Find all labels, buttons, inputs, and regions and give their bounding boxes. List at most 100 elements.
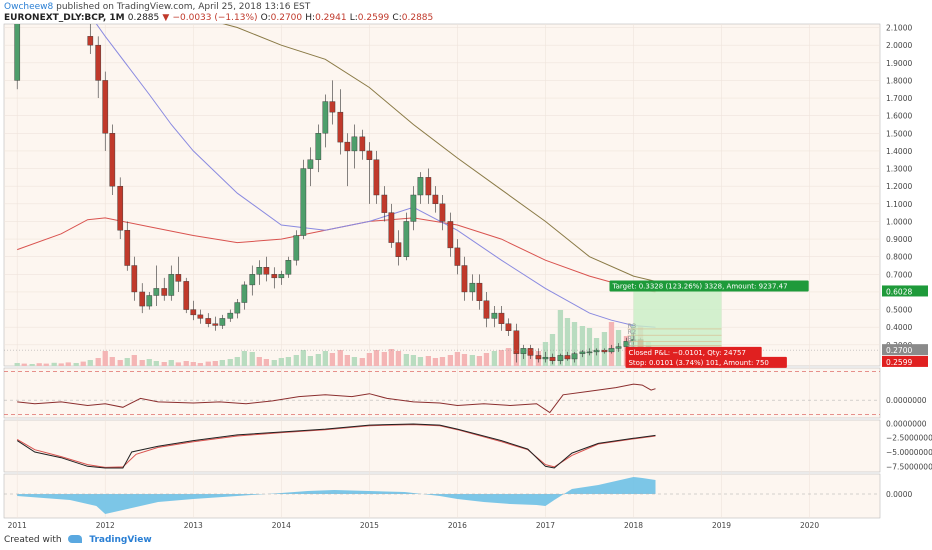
price-badge-label: 0.2700 bbox=[886, 346, 912, 355]
volume-bar bbox=[454, 352, 461, 366]
target-label: Target: 0.3328 (123.26%) 3328, Amount: 9… bbox=[611, 282, 787, 290]
osc2-axis-label: −7.5000000 bbox=[886, 462, 932, 471]
publish-info: Owcheew8 published on TradingView.com, A… bbox=[4, 2, 310, 12]
candle-body bbox=[168, 274, 175, 296]
target-zone bbox=[633, 291, 722, 347]
volume-bar bbox=[263, 359, 270, 366]
price-tick-label: 2.1000 bbox=[886, 24, 912, 33]
candle-body bbox=[505, 323, 512, 331]
candle-body bbox=[300, 168, 307, 236]
candle-body bbox=[153, 288, 160, 296]
volume-bar bbox=[139, 360, 145, 366]
candle-body bbox=[205, 318, 212, 324]
volume-bar bbox=[344, 355, 350, 366]
candle-body bbox=[608, 348, 615, 353]
volume-bar bbox=[329, 353, 336, 366]
price-tick-label: 1.7000 bbox=[886, 94, 912, 103]
candle-body bbox=[278, 274, 285, 279]
price-tick-label: 0.7000 bbox=[886, 270, 912, 279]
oscillator-pane-2 bbox=[3, 419, 881, 473]
volume-bar bbox=[131, 355, 137, 366]
candle-body bbox=[586, 351, 593, 354]
open-label: O: bbox=[260, 13, 271, 23]
footer: Created with TradingView bbox=[4, 535, 152, 545]
time-axis-pane bbox=[4, 519, 880, 533]
volume-bar bbox=[271, 360, 277, 366]
volume-bar bbox=[285, 357, 292, 366]
candle-body bbox=[234, 302, 241, 314]
price-tick-label: 0.8000 bbox=[886, 253, 912, 262]
price-tick-label: 1.0000 bbox=[886, 217, 912, 226]
price-badge-label: 0.6028 bbox=[886, 287, 912, 296]
time-tick-label: 2011 bbox=[8, 521, 27, 530]
candle-body bbox=[293, 235, 300, 261]
volume-bar bbox=[58, 363, 64, 366]
candle-body bbox=[124, 230, 131, 266]
high-value: 0.2941 bbox=[315, 13, 347, 23]
created-with-text: Created with bbox=[4, 535, 62, 545]
candle-body bbox=[579, 351, 586, 354]
candle-body bbox=[307, 159, 314, 169]
histogram-area bbox=[17, 477, 656, 514]
candle-body bbox=[454, 247, 461, 266]
osc2-axis-label: 0.0000000 bbox=[886, 419, 927, 428]
price-tick-label: 1.2000 bbox=[886, 182, 912, 191]
symbol-name[interactable]: EURONEXT_DLY:BCP, 1M bbox=[4, 13, 125, 23]
volume-bar bbox=[43, 363, 49, 366]
volume-bar bbox=[29, 364, 35, 366]
candle-body bbox=[417, 177, 424, 196]
candle-body bbox=[388, 212, 395, 243]
pivot-label: R1 bbox=[627, 334, 636, 342]
stop-label: Stop: 0.0101 (3.74%) 101, Amount: 750 bbox=[628, 359, 768, 367]
time-tick-label: 2015 bbox=[360, 521, 379, 530]
volume-bar bbox=[476, 356, 483, 366]
candle-body bbox=[87, 36, 94, 46]
pivot-label: P bbox=[627, 339, 631, 347]
oscillator-1-line bbox=[17, 383, 656, 414]
volume-bar bbox=[278, 358, 284, 366]
volume-bar bbox=[212, 361, 218, 366]
osc2-axis-label: −5.0000000 bbox=[886, 448, 932, 457]
closed-pnl-label-box bbox=[625, 346, 762, 358]
candle-body bbox=[109, 133, 116, 187]
volume-bar bbox=[14, 363, 20, 366]
volume-bar bbox=[95, 358, 101, 366]
volume-bar bbox=[161, 362, 167, 366]
candle-body bbox=[131, 265, 138, 293]
tradingview-brand[interactable]: TradingView bbox=[89, 535, 152, 545]
price-badge bbox=[882, 344, 928, 356]
volume-bar bbox=[146, 359, 152, 366]
volume-bar bbox=[241, 351, 247, 366]
last-price: 0.2885 bbox=[127, 13, 160, 23]
publish-text: published on TradingView.com, April 25, … bbox=[56, 2, 311, 12]
candle-body bbox=[14, 24, 21, 81]
author-link[interactable]: Owcheew8 bbox=[4, 2, 54, 12]
candle-body bbox=[461, 265, 468, 293]
candle-body bbox=[263, 267, 270, 275]
volume-bar bbox=[571, 322, 578, 366]
candle-body bbox=[373, 159, 380, 196]
volume-bar bbox=[608, 322, 615, 366]
candle-body bbox=[571, 353, 578, 360]
volume-bar bbox=[351, 357, 358, 366]
price-tick-label: 1.6000 bbox=[886, 112, 912, 121]
candle-body bbox=[219, 318, 226, 326]
price-badge bbox=[882, 355, 928, 367]
chart-canvas[interactable]: 2.1000 2.0000 1.9000 1.8000 1.7000 1.6000 1.50… bbox=[0, 0, 932, 535]
volume-bar bbox=[36, 363, 42, 366]
volume-bar bbox=[337, 350, 343, 366]
candle-body bbox=[439, 203, 446, 222]
volume-bar bbox=[73, 363, 79, 366]
candle-body bbox=[425, 177, 432, 196]
candle-body bbox=[623, 341, 630, 347]
candle-body bbox=[285, 260, 292, 275]
price-pane bbox=[3, 23, 881, 367]
time-tick-label: 2018 bbox=[624, 521, 643, 530]
volume-bar bbox=[51, 362, 57, 366]
volume-bar bbox=[388, 349, 395, 366]
volume-bar bbox=[168, 360, 174, 366]
candle-body bbox=[520, 348, 527, 354]
volume-bar bbox=[205, 361, 211, 366]
candle-body bbox=[344, 141, 351, 152]
price-tick-label: 0.9000 bbox=[886, 235, 912, 244]
